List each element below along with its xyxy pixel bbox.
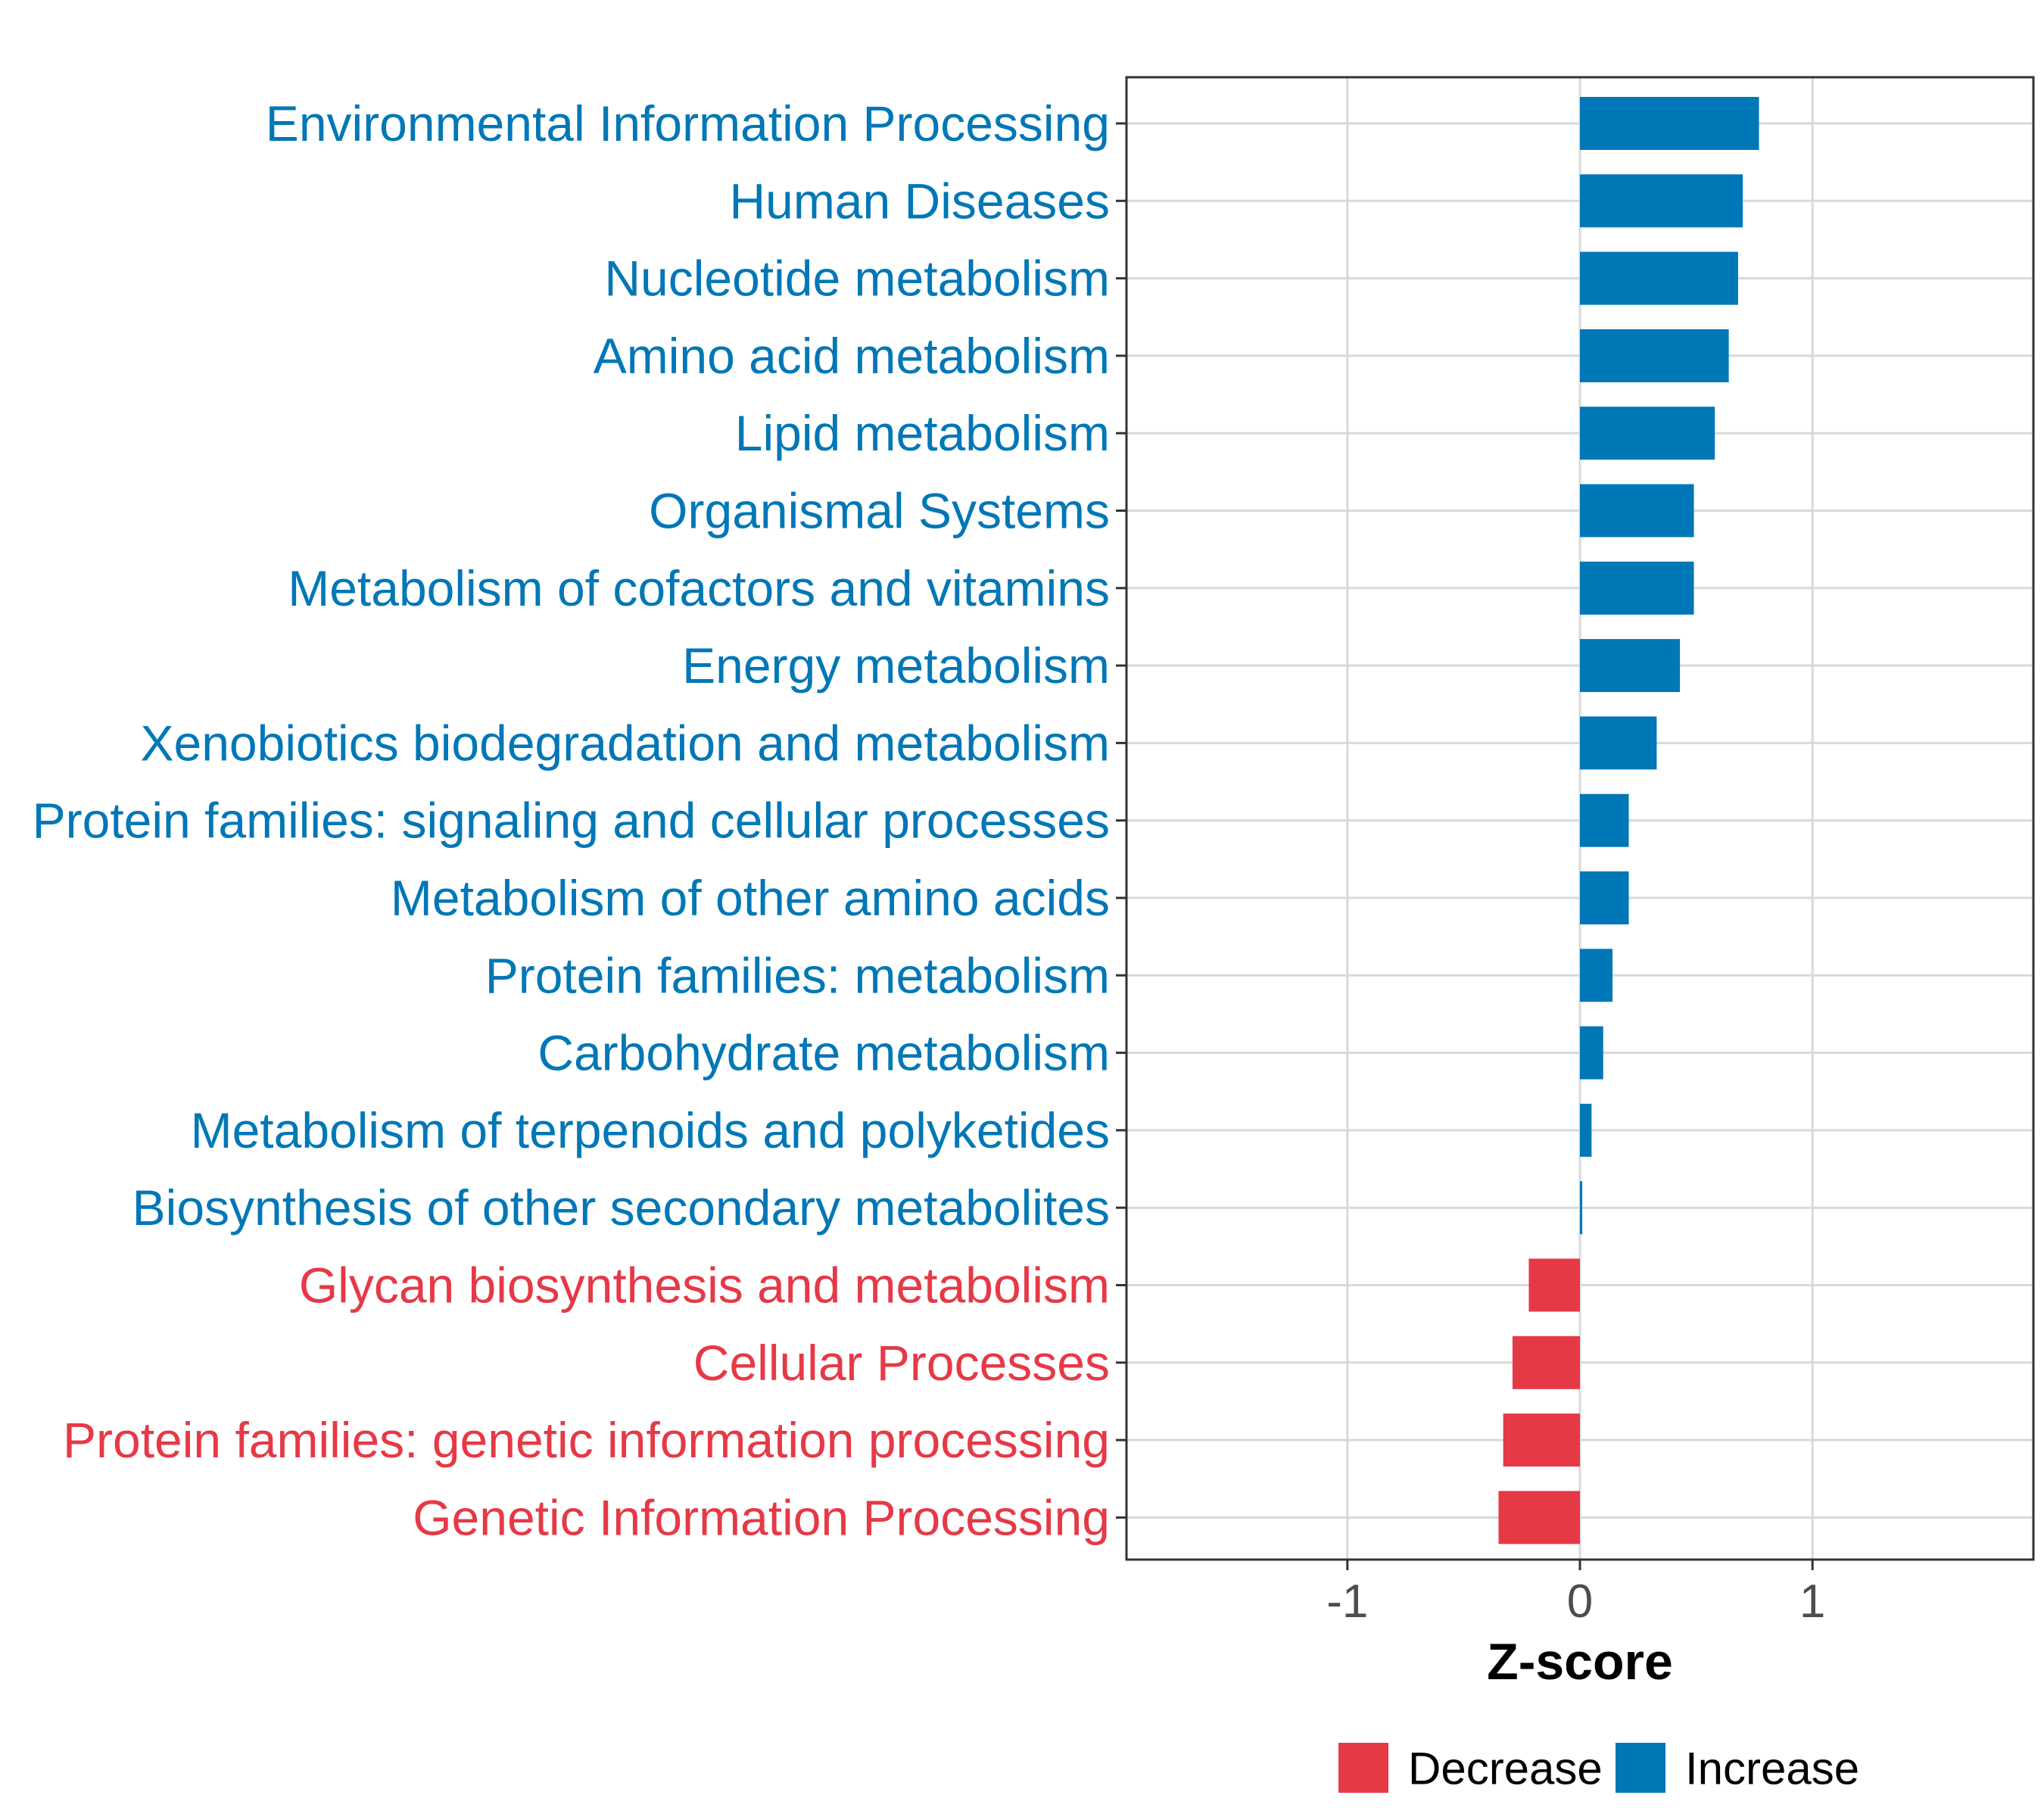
bar — [1580, 407, 1715, 460]
bar — [1580, 639, 1681, 693]
category-label: Amino acid metabolism — [594, 328, 1110, 384]
bar — [1580, 174, 1743, 228]
category-label: Protein families: genetic information pr… — [63, 1412, 1110, 1468]
category-label: Carbohydrate metabolism — [537, 1025, 1110, 1081]
category-label: Human Diseases — [729, 173, 1110, 229]
category-label: Nucleotide metabolism — [604, 251, 1110, 307]
bar — [1580, 716, 1657, 770]
x-axis-title: Z-score — [1487, 1633, 1673, 1691]
x-tick-label: -1 — [1326, 1575, 1368, 1628]
category-label: Cellular Processes — [693, 1335, 1110, 1391]
legend: Decrease Increase — [1338, 1743, 1859, 1794]
category-label: Glycan biosynthesis and metabolism — [299, 1258, 1110, 1314]
category-label: Biosynthesis of other secondary metaboli… — [132, 1180, 1110, 1236]
bars — [1498, 97, 1759, 1544]
axis-ticks: -1 0 1 — [1116, 122, 1825, 1628]
category-label: Protein families: metabolism — [485, 947, 1110, 1003]
legend-label: Decrease — [1408, 1744, 1603, 1794]
bar — [1580, 871, 1629, 924]
bar — [1580, 329, 1729, 382]
bar — [1580, 1103, 1592, 1157]
bar — [1580, 97, 1759, 150]
bar — [1503, 1413, 1580, 1467]
bar — [1580, 561, 1694, 615]
legend-label: Increase — [1685, 1744, 1859, 1794]
bar — [1580, 484, 1694, 538]
bar — [1580, 1026, 1603, 1080]
category-label: Genetic Information Processing — [413, 1489, 1110, 1545]
bar — [1580, 1181, 1583, 1235]
bar — [1580, 793, 1629, 847]
bar — [1580, 251, 1738, 305]
category-label: Lipid metabolism — [735, 405, 1110, 461]
category-label: Protein families: signaling and cellular… — [33, 793, 1110, 849]
category-label: Metabolism of terpenoids and polyketides — [191, 1102, 1110, 1158]
category-label: Xenobiotics biodegradation and metabolis… — [141, 715, 1111, 771]
category-label: Organismal Systems — [649, 483, 1110, 539]
legend-key — [1616, 1743, 1665, 1793]
bar — [1512, 1335, 1580, 1389]
bar — [1528, 1258, 1580, 1312]
x-tick-label: 1 — [1799, 1575, 1825, 1628]
category-label: Energy metabolism — [682, 637, 1110, 693]
x-tick-label: 0 — [1567, 1575, 1593, 1628]
category-label: Environmental Information Processing — [266, 95, 1110, 151]
bar — [1498, 1491, 1580, 1544]
bar — [1580, 949, 1613, 1002]
category-label: Metabolism of other amino acids — [391, 870, 1110, 926]
category-labels: Environmental Information Processing Huma… — [33, 95, 1110, 1545]
legend-key — [1338, 1743, 1388, 1793]
category-label: Metabolism of cofactors and vitamins — [288, 560, 1110, 616]
